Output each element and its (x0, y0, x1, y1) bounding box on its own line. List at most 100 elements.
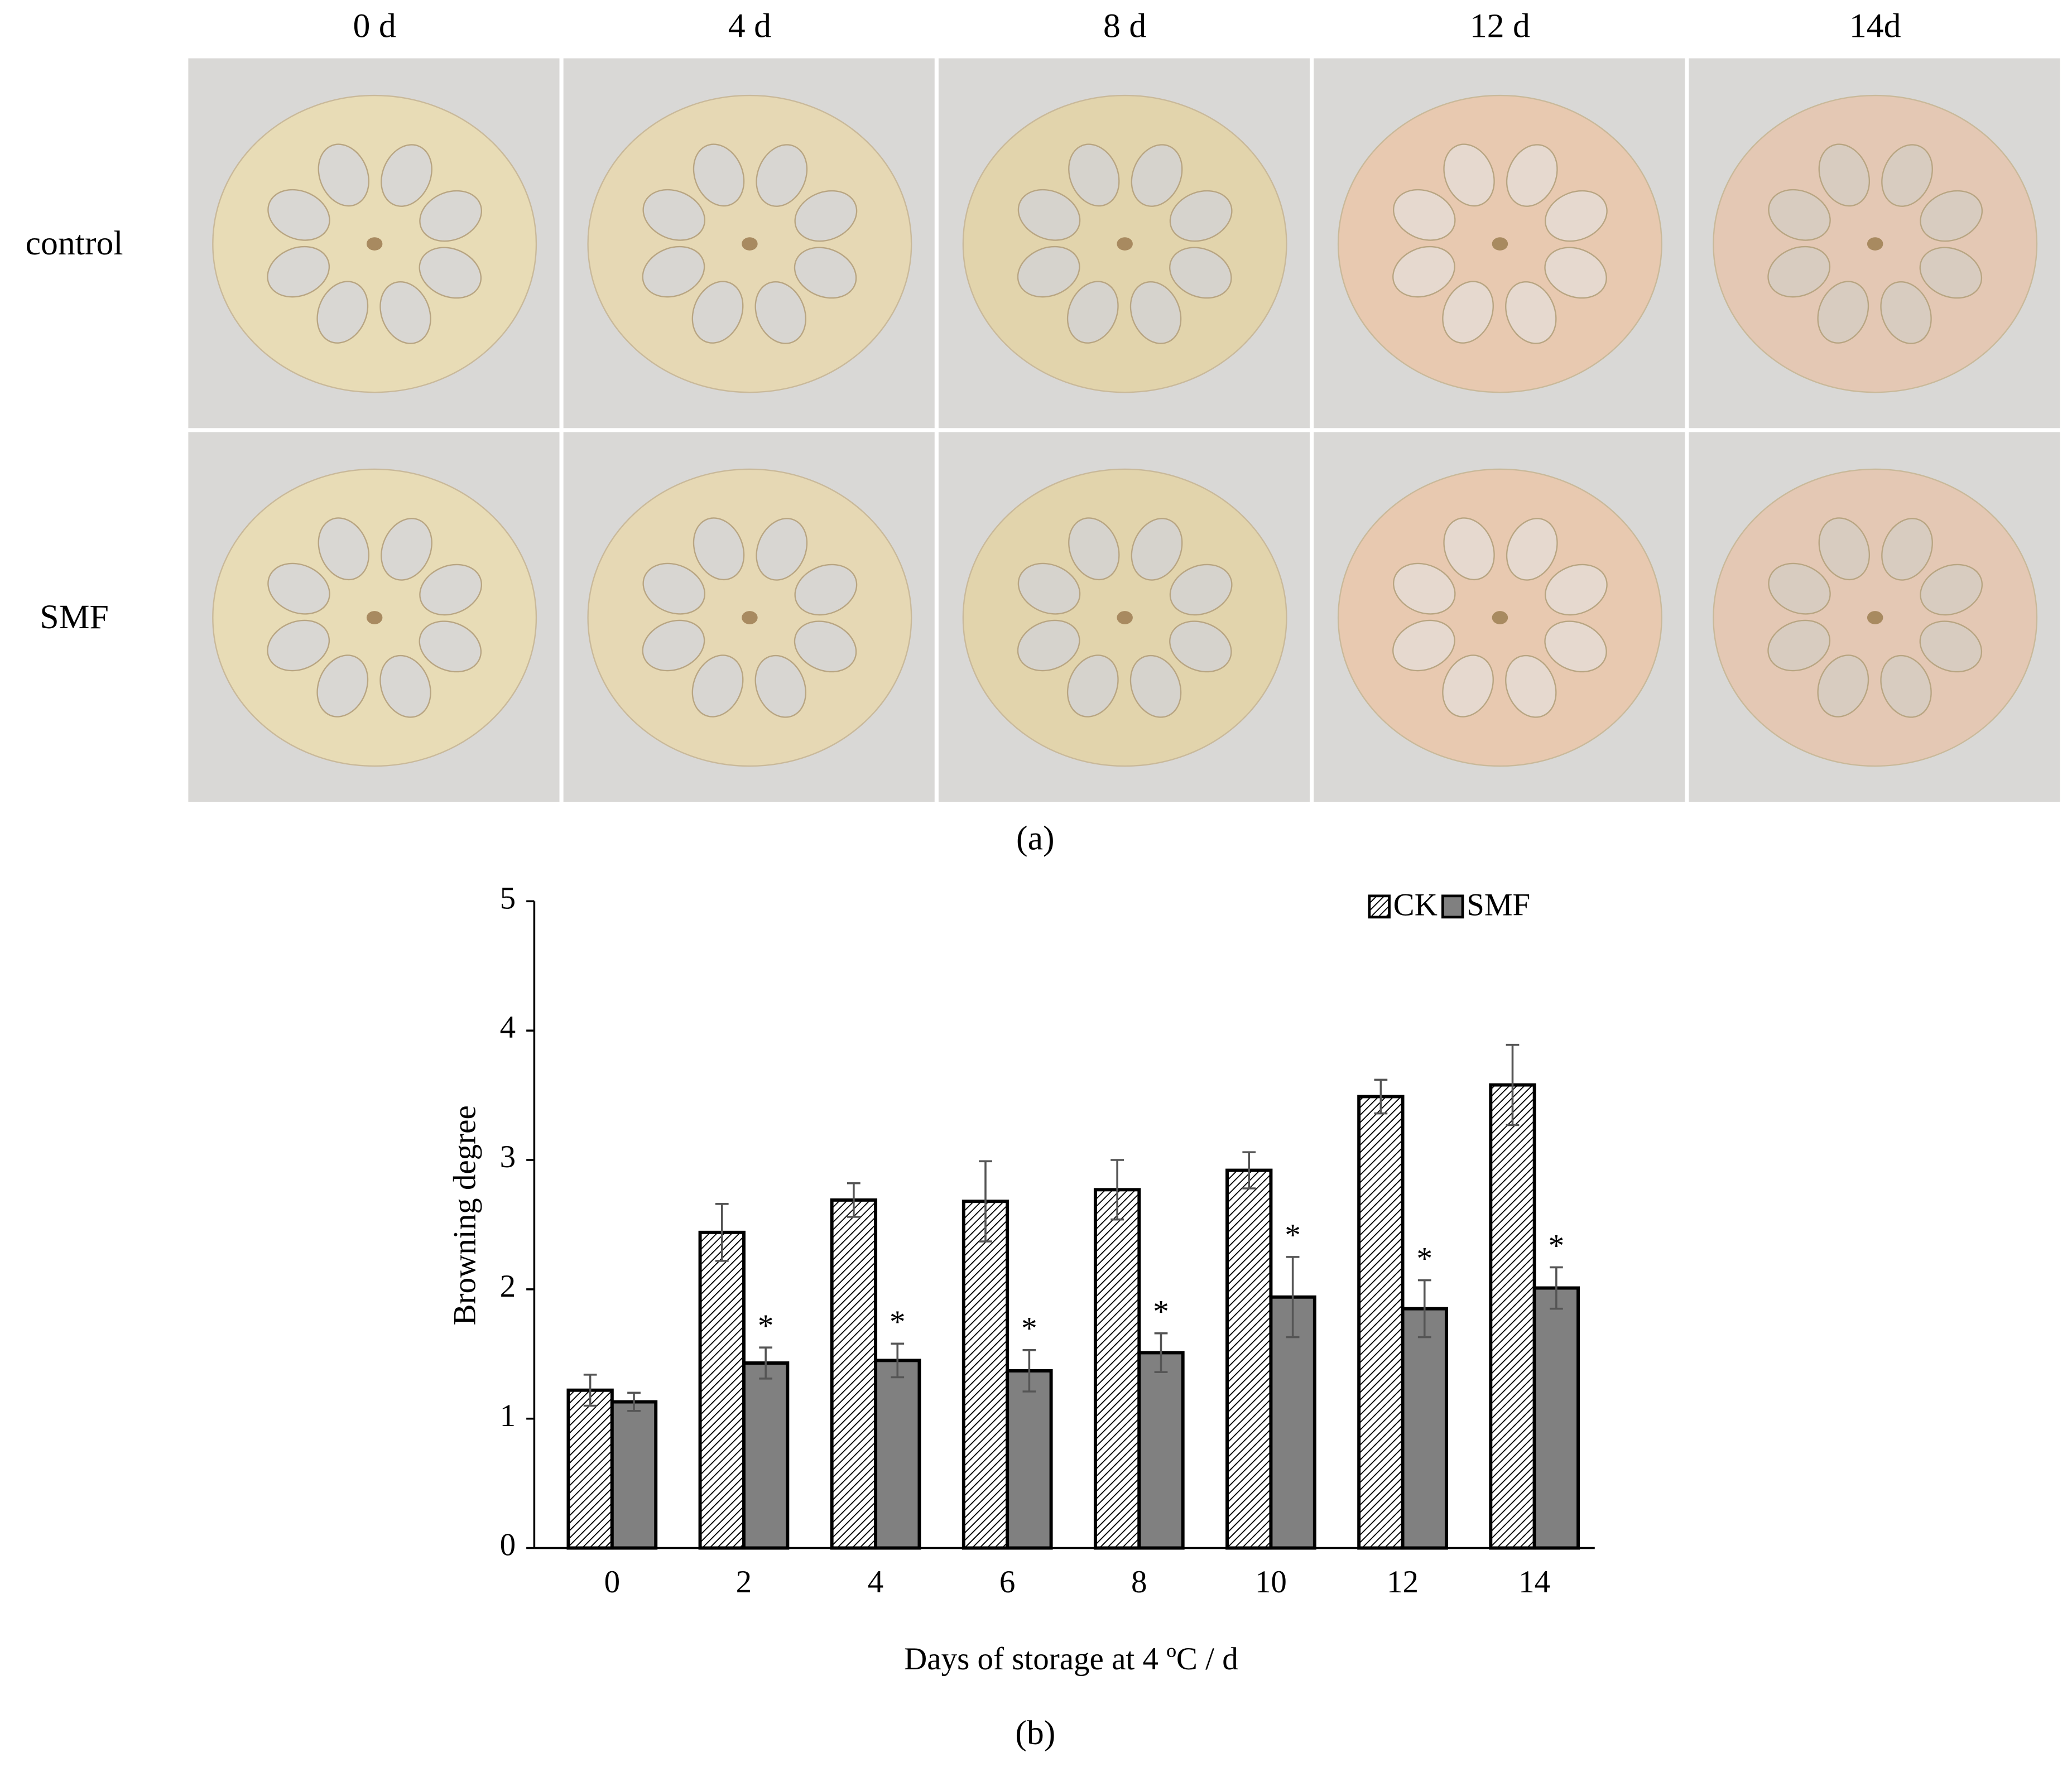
legend-label: CK (1393, 887, 1438, 922)
lotus-hole (1017, 562, 1081, 615)
lotus-hole (794, 564, 858, 616)
lotus-hole (754, 654, 807, 718)
error-bar (715, 1203, 729, 1262)
lotus-hole (642, 562, 706, 615)
x-tick-label: 10 (1255, 1564, 1287, 1600)
lotus-hole (381, 144, 432, 207)
lotus-hole (642, 245, 705, 298)
lotus-hole (1880, 281, 1932, 344)
bar (698, 1230, 746, 1550)
y-axis-label: Browning degree (448, 1105, 483, 1325)
lotus-hole (1068, 517, 1120, 581)
bar (1137, 1351, 1185, 1550)
lotus-hole (742, 237, 758, 251)
lotus-hole (1544, 247, 1607, 299)
lotus-hole (794, 620, 857, 673)
lotus-hole (1066, 281, 1119, 344)
bar (1401, 1307, 1448, 1550)
lotus-hole (267, 619, 330, 672)
lotus-hole (1544, 620, 1607, 673)
bar (1006, 1369, 1053, 1550)
lotus-hole (1505, 654, 1557, 718)
lotus-hole (742, 611, 758, 624)
x-tick-label: 6 (999, 1564, 1015, 1600)
bar (1489, 1083, 1536, 1550)
lotus-hole (267, 245, 330, 298)
significance-mark: * (890, 1304, 906, 1340)
x-tick-label: 2 (736, 1564, 752, 1600)
lotus-hole (756, 144, 808, 207)
significance-mark: * (1285, 1218, 1301, 1253)
lotus-hole (1867, 611, 1883, 624)
lotus-hole (1392, 562, 1456, 615)
lotus-hole (642, 619, 705, 672)
lotus-hole (1920, 564, 1983, 616)
lotus-hole (1117, 611, 1133, 624)
significance-mark: * (1021, 1311, 1037, 1346)
lotus-hole (1443, 143, 1495, 207)
x-tick-label: 0 (604, 1564, 621, 1600)
lotus-hole (1169, 190, 1233, 242)
lotus-hole (1881, 144, 1933, 207)
lotus-hole (1920, 190, 1983, 242)
lotus-hole (1767, 245, 1831, 298)
bar (610, 1400, 658, 1550)
lotus-hole (1818, 517, 1871, 581)
lotus-hole (419, 190, 483, 242)
column-label: 14d (1849, 7, 1901, 45)
lotus-hole (379, 654, 431, 718)
error-bar (1154, 1332, 1168, 1374)
lotus-hole (267, 562, 330, 615)
lotus-hole (1117, 237, 1133, 251)
x-axis-label: Days of storage at 4 ºC / d (904, 1641, 1238, 1677)
significance-mark: * (1549, 1228, 1565, 1263)
significance-mark: * (758, 1308, 774, 1344)
lotus-hole (794, 190, 858, 242)
lotus-hole (1066, 654, 1119, 718)
lotus-hole (1919, 620, 1983, 673)
error-bar (1110, 1159, 1124, 1221)
column-label: 0 d (353, 7, 396, 45)
lotus-hole (1442, 654, 1494, 718)
legend-label: SMF (1467, 887, 1530, 922)
y-tick-label: 0 (500, 1528, 516, 1563)
lotus-hole (1169, 620, 1232, 673)
lotus-hole (1169, 564, 1233, 616)
column-label: 8 d (1103, 7, 1146, 45)
lotus-hole (1129, 654, 1182, 718)
y-tick-label: 5 (500, 880, 516, 916)
error-bar (1374, 1078, 1388, 1115)
column-label: 12 d (1470, 7, 1530, 45)
bar (1225, 1168, 1273, 1550)
row-label: control (26, 224, 123, 262)
lotus-hole (366, 611, 383, 624)
lotus-hole (1392, 619, 1455, 672)
legend-swatch (1441, 894, 1464, 919)
bar (1093, 1188, 1141, 1550)
error-bar (1417, 1279, 1431, 1338)
lotus-hole (1392, 189, 1456, 241)
row-label: SMF (40, 598, 109, 636)
lotus-hole (1131, 518, 1183, 581)
lotus-hole (794, 247, 857, 299)
bar (1532, 1286, 1580, 1550)
lotus-hole (1768, 562, 1831, 615)
lotus-hole (316, 654, 369, 718)
lotus-hole (318, 143, 370, 207)
lotus-hole (1818, 143, 1871, 207)
panel-label: (b) (1015, 1714, 1055, 1752)
lotus-hole (1544, 190, 1608, 242)
lotus-hole (1919, 247, 1983, 299)
lotus-hole (1017, 245, 1080, 298)
lotus-hole (1881, 518, 1933, 581)
bar (962, 1200, 1009, 1550)
lotus-hole (691, 281, 744, 344)
error-bar (979, 1160, 992, 1243)
error-bar (627, 1391, 641, 1412)
legend-swatch (1368, 894, 1391, 919)
lotus-hole (1492, 611, 1508, 624)
lotus-hole (267, 189, 330, 241)
y-tick-label: 1 (500, 1398, 516, 1433)
